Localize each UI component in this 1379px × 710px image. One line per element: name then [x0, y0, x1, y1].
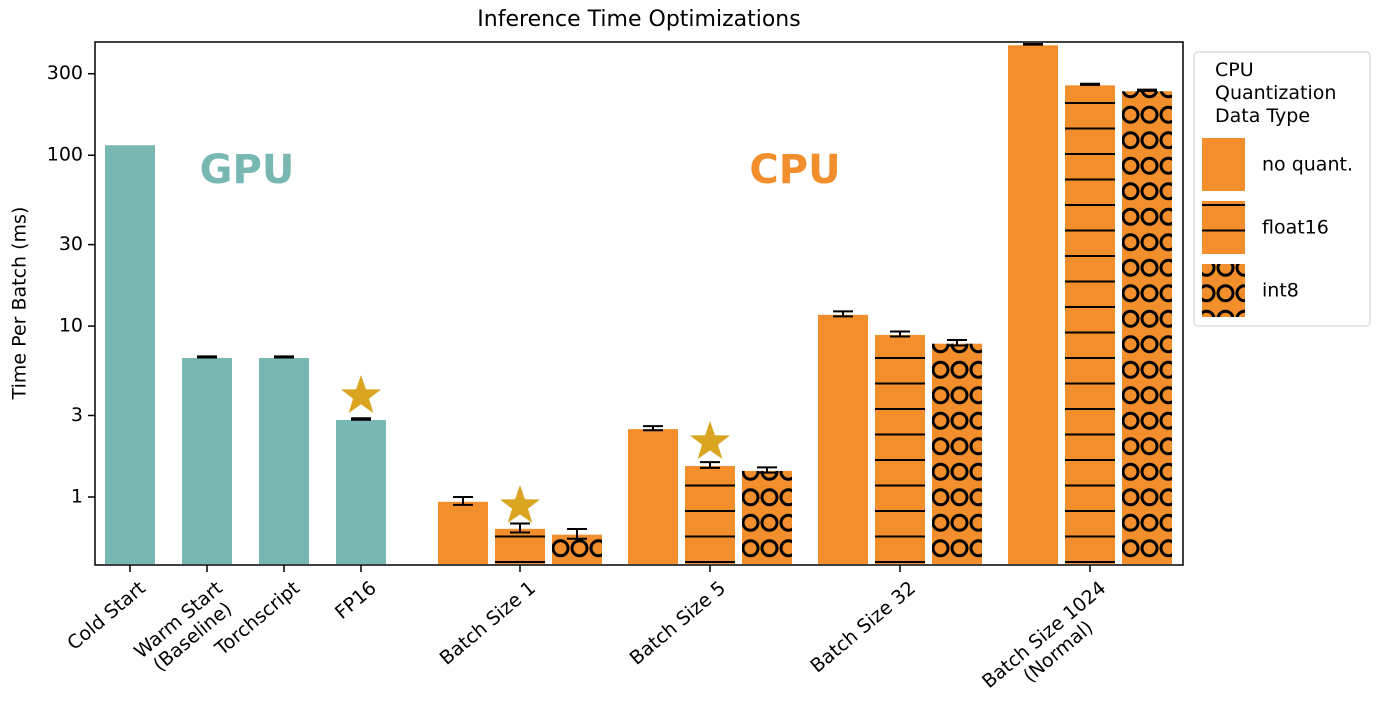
- bar: [683, 463, 737, 566]
- plot-area: [103, 42, 1174, 567]
- bar: [1006, 43, 1060, 567]
- bar: [930, 341, 984, 566]
- legend-box: [1193, 51, 1371, 327]
- error-bar: [757, 466, 777, 474]
- error-bar: [947, 338, 967, 347]
- y-tick-label: 300: [47, 62, 83, 84]
- legend-label: no quant.: [1262, 154, 1353, 176]
- error-bar: [1023, 42, 1043, 46]
- bar: [740, 468, 794, 567]
- legend-title: CPU Quantization Data Type: [1215, 59, 1336, 127]
- legend-label: int8: [1262, 280, 1299, 302]
- star: [341, 375, 381, 413]
- y-tick-label: 30: [59, 233, 83, 255]
- error-bar: [1080, 82, 1100, 86]
- y-tick-label: 100: [47, 144, 83, 166]
- bar: [334, 418, 388, 566]
- annotation: GPU: [200, 147, 295, 193]
- y-tick-label: 1: [71, 486, 83, 508]
- star: [500, 485, 540, 523]
- legend-swatch: [1202, 138, 1245, 191]
- error-bar: [890, 330, 910, 338]
- star: [690, 421, 730, 459]
- annotation: CPU: [749, 147, 840, 193]
- error-bar: [510, 522, 530, 534]
- error-bar: [274, 355, 294, 359]
- error-bar: [197, 355, 217, 359]
- bar: [257, 355, 311, 566]
- error-bar: [833, 310, 853, 318]
- legend-swatch: [1202, 264, 1245, 317]
- bar: [626, 427, 680, 566]
- bar: [1120, 89, 1174, 566]
- plot-frame: [94, 41, 1184, 566]
- bar: [1063, 83, 1117, 567]
- y-axis-label: Time Per Batch (ms): [9, 207, 31, 401]
- bar: [816, 312, 870, 566]
- y-tick-label: 10: [59, 315, 83, 337]
- legend-swatch: [1202, 201, 1245, 254]
- legend-label: float16: [1262, 217, 1329, 239]
- y-tick-label: 3: [71, 404, 83, 426]
- error-bar: [453, 496, 473, 506]
- bar: [873, 332, 927, 566]
- error-bar: [1137, 88, 1157, 92]
- error-bar: [643, 425, 663, 432]
- error-bar: [351, 417, 371, 421]
- bar: [103, 143, 157, 567]
- bar: [180, 355, 234, 566]
- error-bar: [700, 461, 720, 469]
- error-bar: [567, 527, 587, 540]
- chart-title: Inference Time Optimizations: [477, 7, 800, 32]
- bar: [436, 499, 490, 566]
